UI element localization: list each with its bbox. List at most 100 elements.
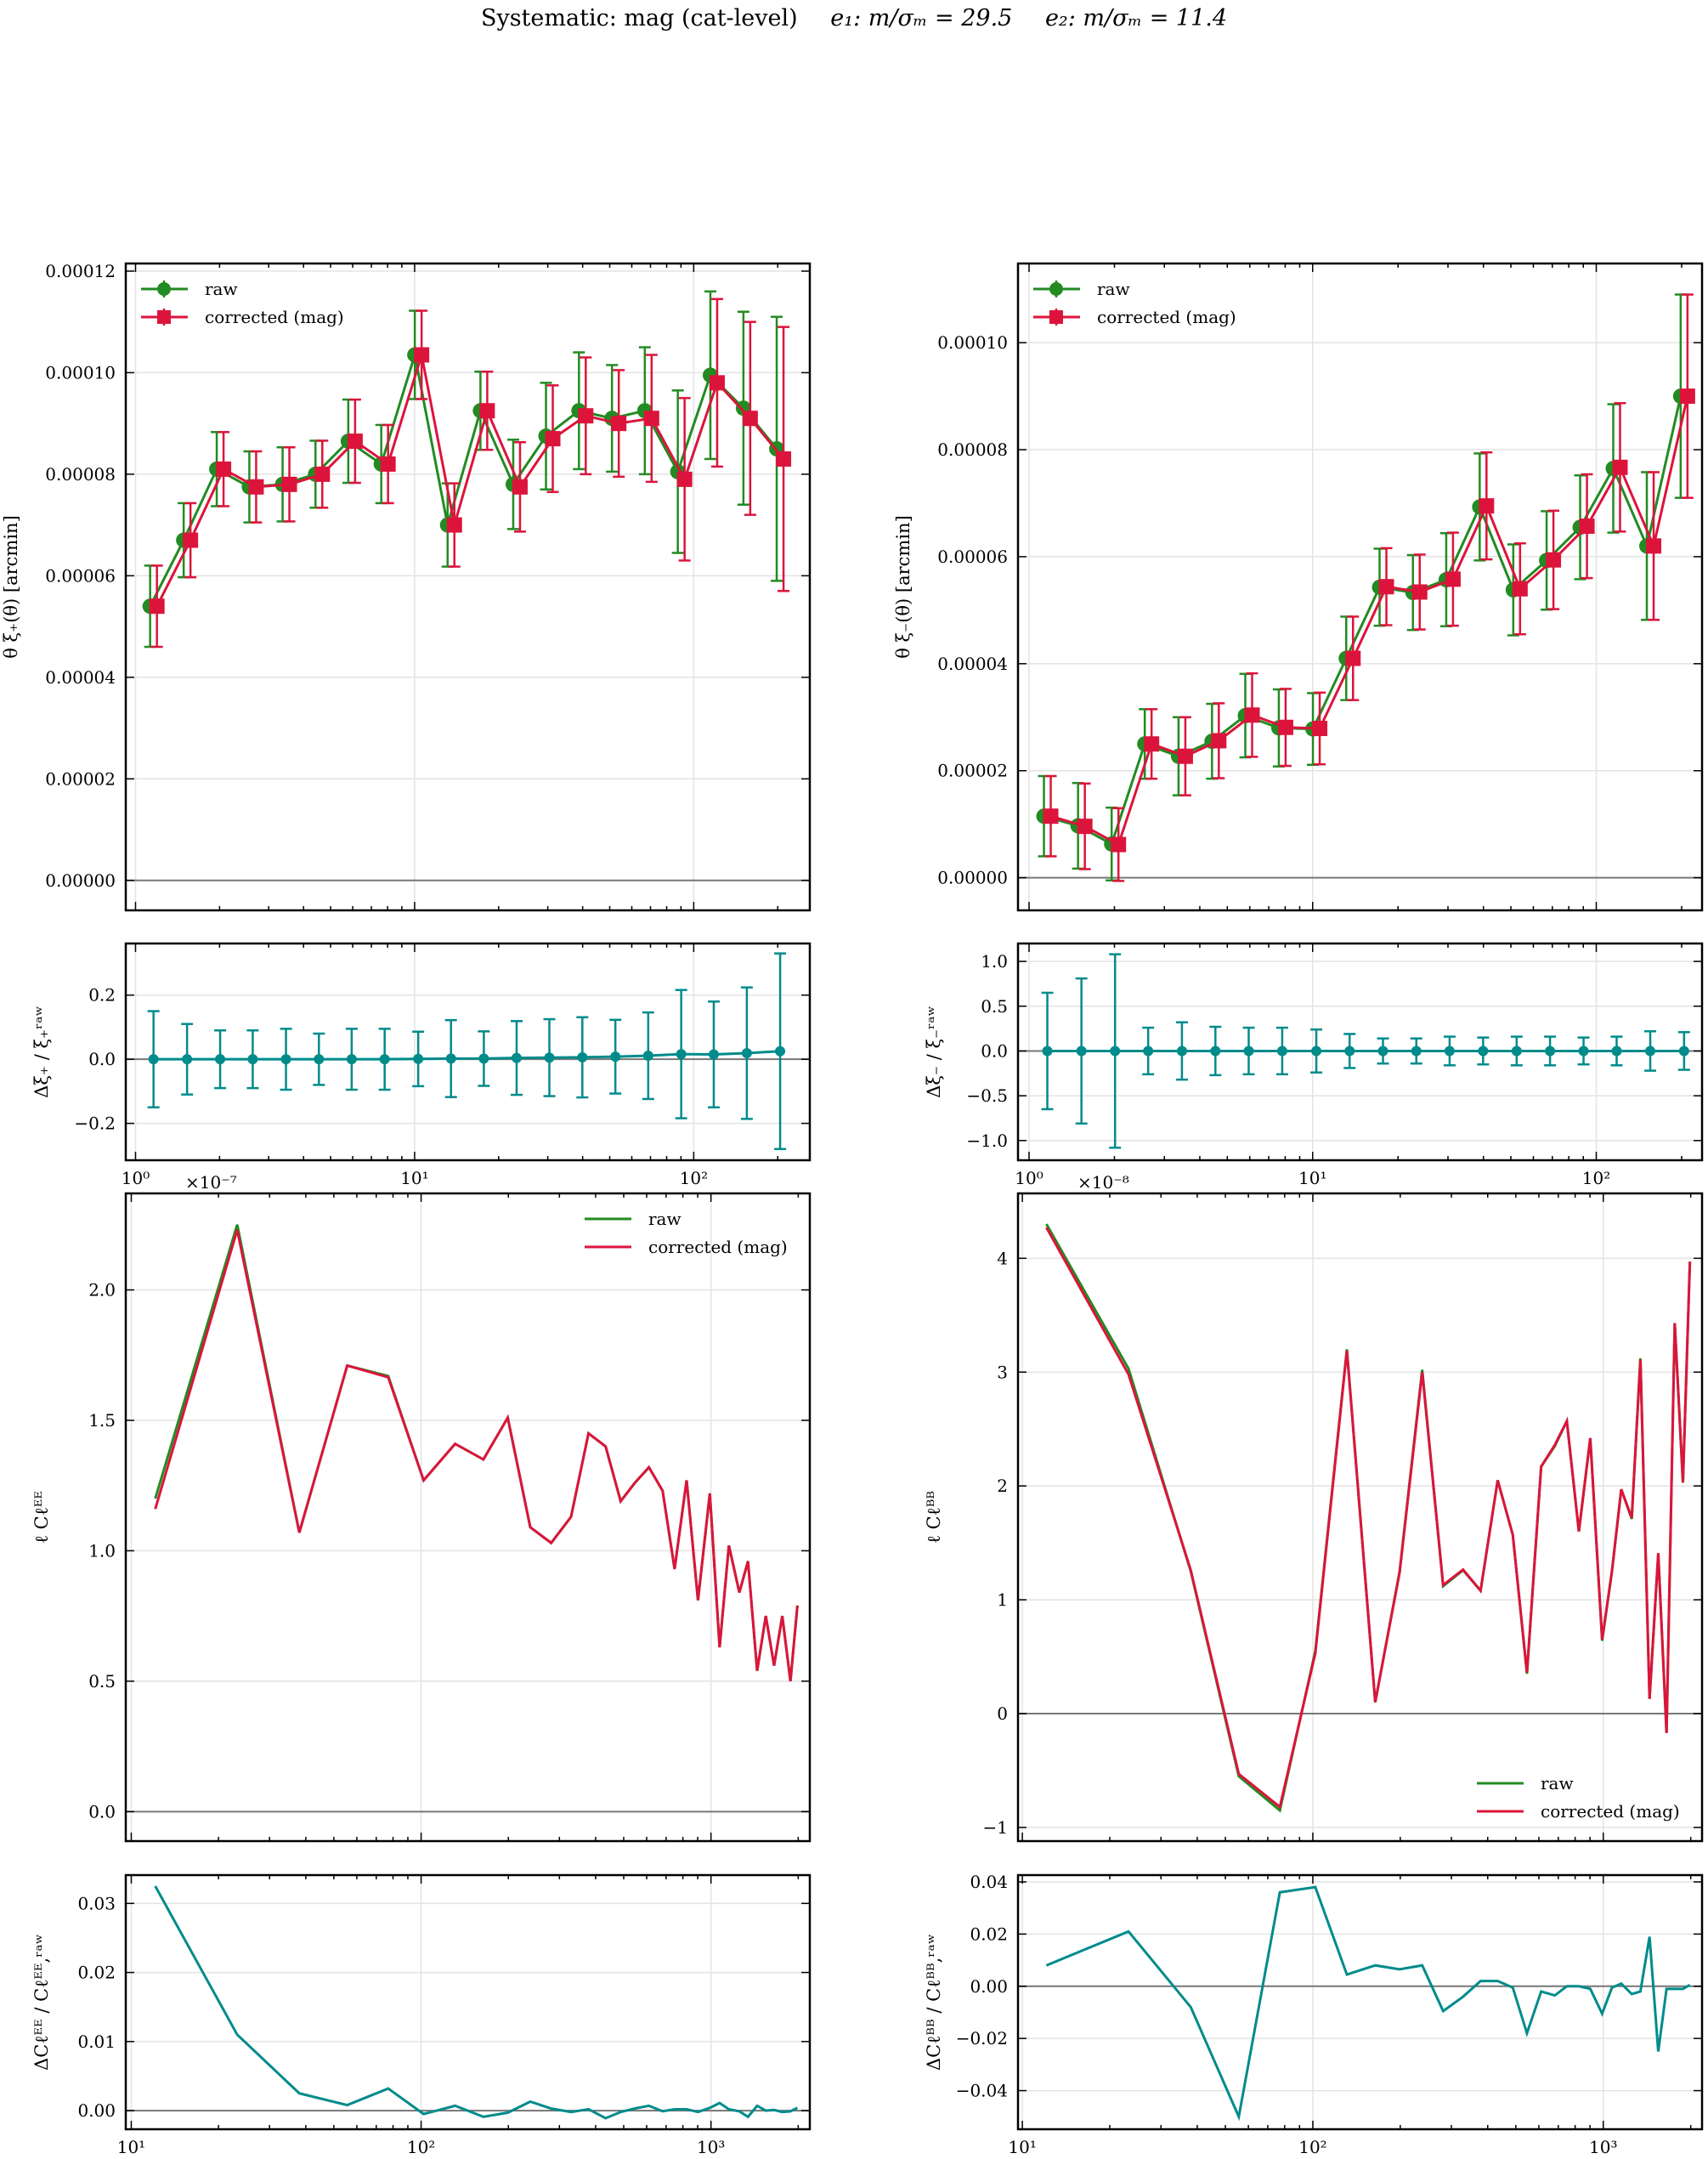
series-line-ratio [1045, 1885, 1691, 2122]
data-point-circle [1042, 1046, 1053, 1057]
x-tick-label: 10² [680, 1168, 708, 1188]
y-tick-label: −0.2 [74, 1114, 116, 1134]
legend-label-raw: raw [1541, 1773, 1574, 1794]
series-line-ratio [153, 1050, 781, 1061]
x-tick-label: 10¹ [117, 2137, 145, 2157]
y-axis-label: ℓ Cℓᴮᴮ [924, 1491, 944, 1544]
y-tick-label: 0.5 [981, 996, 1008, 1017]
data-point-circle [148, 1054, 159, 1065]
data-point-square [414, 347, 430, 363]
y-tick-label: 0.00 [970, 1976, 1008, 1997]
data-point-square [1512, 581, 1528, 597]
y-tick-label: 1.0 [88, 1540, 116, 1561]
y-tick-label: 0.00002 [45, 768, 116, 789]
series-line-corrected-mag- [1045, 1227, 1692, 1810]
panel-cl_bb: −1 0 1 2 3 4 ×10⁻⁸ ℓ Cℓᴮᴮ raw corrected (mag) [924, 1172, 1704, 1843]
data-point-circle [314, 1054, 325, 1065]
y-tick-label: 1.5 [88, 1410, 116, 1431]
data-point-square [709, 375, 725, 391]
y-tick-label: 0.00006 [45, 565, 116, 586]
axes-frame [124, 262, 812, 912]
y-tick-label: −0.5 [966, 1085, 1008, 1106]
y-tick-label: 4 [997, 1248, 1008, 1268]
data-point-square [1546, 552, 1562, 568]
offset-text: ×10⁻⁸ [1077, 1172, 1129, 1193]
series-line-raw [1045, 1223, 1692, 1813]
legend-square-icon [1049, 310, 1063, 324]
axes-frame [1016, 262, 1704, 912]
panel-xi_plus_ratio: −0.2 0.0 0.2 10⁰ 10¹ 10² Δξ₊ / ξ₊ʳᵃʷ [31, 942, 812, 1188]
data-point-square [183, 532, 199, 548]
legend-label-corrected: corrected (mag) [648, 1237, 788, 1257]
x-tick-label: 10⁰ [122, 1168, 150, 1188]
y-tick-label: −1 [983, 1817, 1008, 1838]
axes-frame [1016, 942, 1704, 1162]
data-point-square [578, 408, 594, 424]
data-point-circle [1678, 1046, 1689, 1057]
y-tick-label: 0.04 [970, 1872, 1008, 1892]
y-tick-label: 0.03 [77, 1893, 116, 1913]
y-tick-label: 0 [997, 1703, 1008, 1724]
data-point-square [1077, 819, 1093, 835]
data-point-circle [379, 1054, 390, 1065]
legend-square-icon [157, 310, 171, 324]
data-point-square [1378, 579, 1394, 595]
y-tick-label: 0.00000 [45, 870, 116, 891]
data-point-circle [280, 1054, 291, 1065]
y-tick-label: 0.02 [970, 1924, 1008, 1944]
title-main: Systematic: mag (cat-level) [481, 5, 798, 31]
y-tick-label: 0.0 [88, 1049, 116, 1069]
data-point-square [545, 431, 561, 447]
data-point-square [776, 450, 792, 467]
x-tick-label: 10² [407, 2137, 435, 2157]
data-point-square [1679, 388, 1695, 405]
axes-frame [124, 942, 812, 1162]
legend: raw corrected (mag) [1477, 1773, 1680, 1822]
y-tick-label: 0.00002 [937, 761, 1008, 781]
legend-label-corrected: corrected (mag) [1097, 307, 1236, 327]
data-point-circle [1478, 1046, 1489, 1057]
data-point-square [1612, 459, 1628, 475]
y-tick-label: 2 [997, 1476, 1008, 1496]
y-tick-label: −1.0 [966, 1130, 1008, 1151]
data-point-square [1479, 498, 1495, 514]
y-tick-label: 0.0 [981, 1040, 1008, 1061]
data-point-circle [1611, 1046, 1622, 1057]
data-point-square [248, 479, 264, 495]
x-tick-label: 10³ [697, 2137, 725, 2157]
data-point-square [1445, 571, 1461, 587]
legend-label-raw: raw [1097, 279, 1130, 299]
y-axis-label: θ ξ₋(θ) [arcmin] [893, 515, 913, 659]
data-point-circle [346, 1054, 357, 1065]
axes-frame [124, 1192, 812, 1843]
series-line-raw [154, 1224, 799, 1682]
data-point-circle [1276, 1046, 1287, 1057]
data-point-circle [544, 1052, 555, 1063]
y-tick-label: 0.00012 [45, 261, 116, 281]
panel-cl_ee: 0.0 0.5 1.0 1.5 2.0 ×10⁻⁷ ℓ Cℓᴱᴱ raw corrected (… [31, 1172, 812, 1843]
data-point-square [1177, 748, 1193, 764]
data-point-square [1111, 836, 1127, 853]
data-point-square [1144, 736, 1160, 752]
y-axis-label: ΔCℓᴱᴱ / Cℓᴱᴱ,ʳᵃʷ [31, 1934, 52, 2071]
data-point-circle [1210, 1046, 1221, 1057]
title-e1: e₁: m/σₘ = 29.5 [830, 5, 1012, 31]
data-point-square [611, 416, 627, 432]
data-point-circle [413, 1053, 424, 1064]
axes-frame [124, 1873, 812, 2131]
data-point-square [1043, 808, 1059, 824]
series-line-ratio [154, 1885, 799, 2120]
y-tick-label: 0.00004 [45, 667, 116, 688]
x-tick-label: 10⁰ [1015, 1168, 1043, 1188]
axes-frame [1016, 1192, 1704, 1843]
panel-xi_minus: 0.00000 0.00002 0.00004 0.00006 0.00008 0.000… [893, 262, 1704, 912]
series-line-corrected-mag- [154, 1229, 799, 1682]
y-tick-label: −0.02 [956, 2028, 1008, 2048]
series-line-corrected-mag- [1050, 395, 1689, 847]
data-point-circle [1176, 1046, 1187, 1057]
y-tick-label: 0.02 [77, 1963, 116, 1983]
y-tick-label: 0.5 [88, 1671, 116, 1692]
data-point-circle [1243, 1046, 1254, 1057]
legend-circle-icon [1049, 282, 1063, 296]
legend: raw corrected (mag) [1033, 279, 1236, 327]
